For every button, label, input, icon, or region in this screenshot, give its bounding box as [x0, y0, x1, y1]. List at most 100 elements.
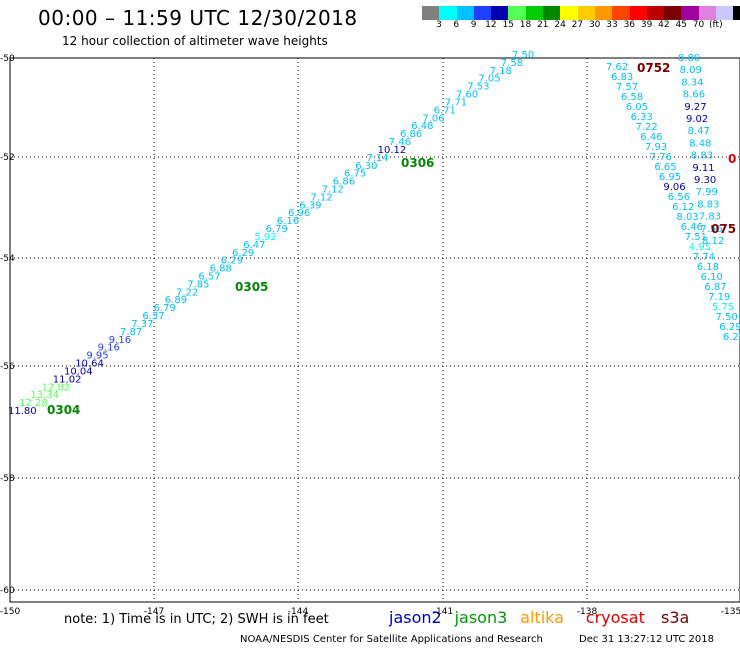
y-tick-label: -50 [0, 54, 15, 64]
wave-label: 8.34 [681, 77, 703, 88]
track-time-label: 0305 [235, 280, 268, 294]
wave-label: 7.50 [512, 50, 534, 61]
note-text: note: 1) Time is in UTC; 2) SWH is in fe… [64, 612, 329, 627]
y-tick-label: -60 [0, 586, 15, 596]
mission-label-s3a: s3a [661, 608, 690, 627]
wave-label: 9.16 [98, 343, 120, 354]
wave-label: 13.34 [30, 390, 59, 401]
page-title: 00:00 – 11:59 UTC 12/30/2018 [38, 6, 358, 30]
y-tick-label: -56 [0, 362, 15, 372]
wave-label: 6.33 [631, 112, 653, 123]
wave-label-clipped [728, 368, 740, 377]
wave-label: 7.93 [645, 142, 667, 153]
mission-label-cryosat: cryosat [585, 608, 645, 627]
wave-label: 6.29 [723, 332, 740, 343]
legend-swatch [525, 6, 544, 20]
wave-label: 7.50 [716, 312, 738, 323]
wave-label: 8.66 [683, 90, 705, 101]
wave-label: 6.56 [668, 192, 690, 203]
wave-label: 7.22 [635, 122, 657, 133]
legend-label: 24 [554, 20, 566, 30]
legend-swatch [577, 6, 595, 20]
wave-label: 6.57 [198, 272, 220, 283]
y-tick-label: -54 [0, 254, 15, 264]
wave-label: 8.48 [689, 138, 711, 149]
wave-label: 7.76 [650, 152, 672, 163]
generated-date: Dec 31 13:27:12 UTC 2018 [579, 634, 714, 645]
wave-label: 9.95 [86, 351, 108, 362]
wave-label: 6.87 [704, 282, 726, 293]
wave-label: 6.79 [266, 224, 288, 235]
track-time-label: 0752 [637, 61, 670, 75]
wave-label-clipped [733, 418, 740, 427]
legend-swatch [716, 6, 734, 20]
wave-label: 6.30 [355, 161, 377, 172]
legend-swatch [508, 6, 526, 20]
axis-ticks: -150 -147 -144 -141 -138 -135 -50 -52 -54 -56 -58 -… [0, 54, 740, 617]
x-tick-label: -147 [144, 607, 164, 617]
wave-label: 7.99 [696, 187, 718, 198]
wave-label: 6.75 [344, 169, 366, 180]
legend-swatch [543, 6, 561, 20]
wave-label: 6.29 [719, 322, 740, 333]
legend-label: 42 [658, 20, 670, 30]
wave-label: 10.64 [75, 359, 104, 370]
wave-label: 6.95 [659, 172, 681, 183]
wave-label-clipped [732, 404, 740, 413]
wave-label-clipped [730, 392, 740, 401]
wave-label: 7.51 [685, 232, 707, 243]
wave-label: 11.02 [53, 374, 82, 385]
wave-label: 6.05 [626, 102, 648, 113]
legend-label: 39 [640, 20, 653, 30]
wave-label: 7.85 [187, 279, 209, 290]
legend-label: 12 [485, 20, 497, 30]
legend-swatch [456, 6, 474, 20]
legend-label: 36 [623, 20, 636, 30]
wave-label: 6.18 [697, 262, 719, 273]
color-legend-labels: 3 6 9 12 15 18 21 24 27 30 33 36 39 42 45 70 (ft) [422, 20, 740, 34]
wave-label: 6.88 [210, 264, 232, 275]
wave-label: 6.12 [672, 202, 694, 213]
legend-swatch [491, 6, 509, 20]
legend-swatch [629, 6, 647, 20]
wave-label: 9.11 [692, 163, 714, 174]
wave-label: 7.37 [131, 319, 153, 330]
legend-swatch [594, 6, 613, 20]
track-time-labels: 0304 0305 0306 0752 075 0 [47, 61, 736, 417]
wave-label: 7.71 [445, 97, 467, 108]
wave-label: 6.96 [288, 208, 310, 219]
wave-label: 7.87 [120, 327, 142, 338]
wave-labels: 11.8012.2813.3412.8211.0210.0410.649.959… [8, 50, 740, 427]
track-time-label: 0 [728, 152, 736, 166]
credit-text: NOAA/NESDIS Center for Satellite Applica… [240, 634, 543, 645]
track-time-label: 0304 [47, 403, 80, 417]
wave-label: 8.09 [680, 65, 702, 76]
wave-label: 7.12 [310, 192, 332, 203]
legend-label: 70 [692, 20, 705, 30]
mission-label-jason2: jason2 [389, 608, 442, 627]
wave-label: 6.46 [681, 222, 703, 233]
wave-label: 9.06 [663, 182, 685, 193]
legend-swatch [646, 6, 665, 20]
legend-label: 9 [470, 20, 477, 30]
wave-label: 7.56 [700, 224, 722, 235]
wave-label: 10.04 [64, 366, 93, 377]
wave-label: 8.83 [691, 151, 713, 162]
wave-label: 8.03 [676, 212, 698, 223]
legend-label: 45 [675, 20, 687, 30]
legend-swatch [664, 6, 682, 20]
legend-swatch [439, 6, 457, 20]
wave-label: 6.16 [277, 216, 299, 227]
legend-swatch [698, 6, 717, 20]
wave-label: 7.60 [456, 90, 478, 101]
wave-label: 7.19 [708, 292, 730, 303]
wave-label: 7.12 [322, 184, 344, 195]
legend-label: 3 [436, 20, 442, 30]
wave-label: 7.57 [616, 82, 638, 93]
wave-label: 7.53 [467, 82, 489, 93]
legend-label: 6 [453, 20, 460, 30]
wave-label: 8.80 [678, 53, 700, 64]
wave-label: 7.22 [176, 287, 198, 298]
map-grid [10, 57, 740, 602]
x-tick-label: -138 [577, 607, 598, 617]
